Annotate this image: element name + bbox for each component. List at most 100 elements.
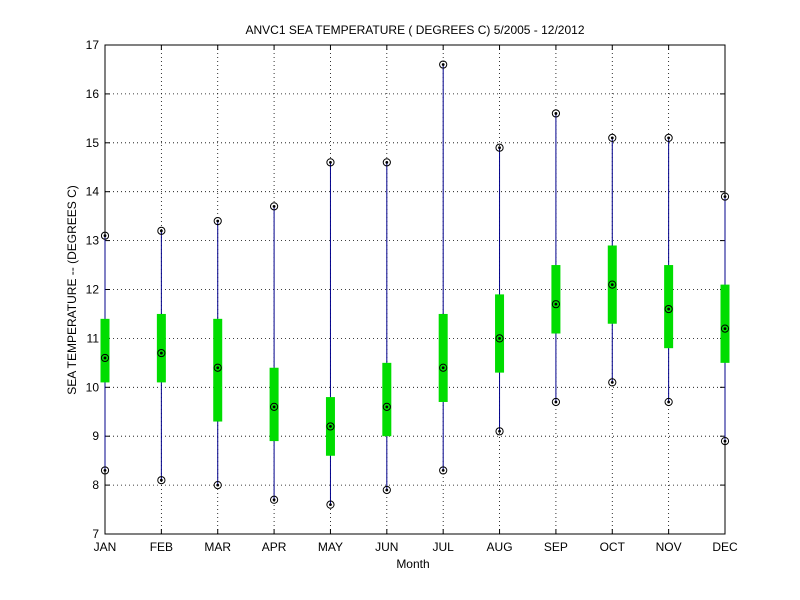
x-tick-label: MAR [204,540,231,554]
median-marker [720,324,730,333]
max-marker-dot [272,204,276,208]
box-group-jan [100,231,110,475]
x-axis-label: Month [396,557,429,571]
box-group-may [325,158,335,509]
median-marker [157,348,166,358]
x-tick-label: APR [262,540,287,554]
x-tick-label: MAY [318,540,343,554]
max-marker-dot [723,195,727,198]
min-marker [213,481,222,490]
x-tick-label: DEC [712,540,738,554]
x-tick-label: NOV [656,540,682,554]
min-marker-dot [272,498,276,502]
box-group-dec [720,192,730,446]
y-tick-label: 10 [86,380,100,394]
median-marker-dot [272,405,276,409]
iqr-box [495,294,505,373]
max-marker-dot [498,146,501,150]
min-marker-dot [159,478,163,482]
x-tick-label: JAN [94,540,117,554]
y-tick-label: 13 [86,234,100,248]
max-marker [495,143,504,152]
median-marker-dot [554,302,558,306]
box-group-aug [495,143,505,436]
y-tick-label: 7 [92,527,99,541]
max-marker-dot [385,160,389,164]
median-marker [213,363,222,372]
box-group-sep [551,109,561,407]
max-marker [382,158,391,167]
min-marker-dot [216,483,220,487]
max-marker [213,216,222,226]
mark-layer [100,60,730,509]
max-marker [551,109,561,118]
iqr-box [382,362,392,437]
min-marker [269,495,279,504]
iqr-box [551,265,561,334]
iqr-box [438,313,448,402]
min-marker [495,427,504,436]
chart-title: ANVC1 SEA TEMPERATURE ( DEGREES C) 5/200… [245,23,584,37]
iqr-box [156,313,166,383]
min-marker [382,485,391,495]
max-marker-dot [329,160,332,164]
min-marker [100,466,110,475]
median-marker-dot [385,405,389,409]
y-tick-label: 12 [86,283,100,297]
max-marker [720,192,730,201]
max-marker-dot [441,63,445,66]
max-marker-dot [667,136,671,140]
min-marker [326,500,335,509]
min-marker-dot [329,503,332,507]
min-marker-dot [441,469,445,472]
box-group-mar [213,216,223,490]
box-group-jun [382,158,392,495]
median-marker [100,353,110,363]
max-marker-dot [610,136,614,140]
min-marker-dot [610,381,614,384]
iqr-box [720,284,730,363]
x-tick-label: FEB [150,540,173,554]
iqr-box [100,318,110,383]
max-marker [326,158,335,167]
x-tick-label: JUL [433,540,455,554]
y-tick-label: 15 [86,136,100,150]
median-marker [269,402,279,411]
iqr-box [664,265,674,349]
x-tick-label: JUN [375,540,398,554]
median-marker-dot [498,337,501,340]
iqr-box [213,318,223,422]
y-tick-label: 17 [86,38,100,52]
box-group-feb [156,226,166,485]
median-marker [326,422,335,431]
max-marker [608,133,617,143]
min-marker [157,476,166,485]
max-marker [157,226,166,235]
max-marker [439,60,448,69]
y-tick-label: 16 [86,87,100,101]
median-marker-dot [667,307,671,311]
median-marker [551,300,561,309]
median-marker [608,280,617,289]
max-marker-dot [159,229,163,233]
min-marker-dot [723,439,727,443]
median-marker-dot [610,283,614,287]
min-marker [439,466,448,475]
y-tick-label: 8 [92,478,99,492]
box-group-jul [438,60,448,475]
median-marker-dot [329,425,332,428]
median-marker [664,304,673,314]
min-marker [720,436,730,446]
median-marker-dot [723,327,727,331]
median-marker [439,363,448,372]
x-tick-label: OCT [600,540,626,554]
median-marker-dot [216,366,220,370]
y-axis-label: SEA TEMPERATURE -- (DEGREES C) [65,185,79,395]
box-group-apr [269,202,279,504]
box-group-oct [607,133,617,387]
y-tick-label: 11 [87,331,100,345]
min-marker-dot [667,400,671,404]
x-tick-label: SEP [544,540,568,554]
